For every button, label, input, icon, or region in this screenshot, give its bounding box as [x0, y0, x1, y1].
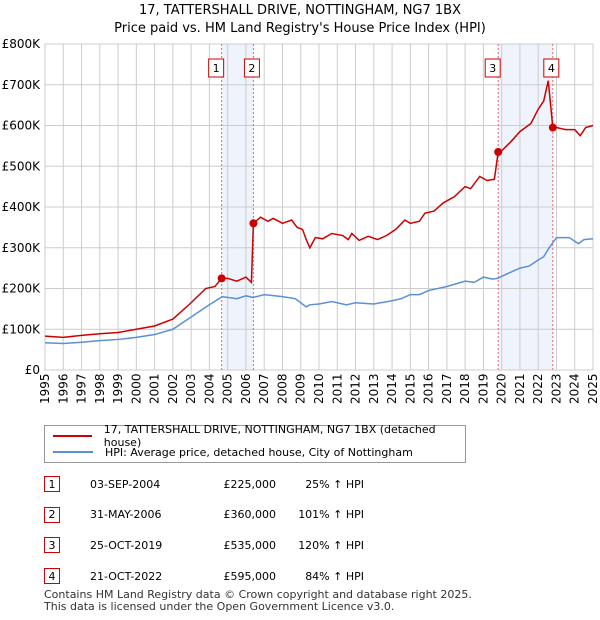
y-tick-label: £600K [2, 119, 42, 133]
x-tick-label: 2000 [129, 373, 143, 404]
x-tick-label: 2022 [531, 373, 545, 404]
sale-price: £360,000 [223, 508, 277, 522]
chart-title: 17, TATTERSHALL DRIVE, NOTTINGHAM, NG7 1… [139, 3, 461, 18]
x-tick-label: 2012 [349, 373, 363, 404]
x-tick-label: 2017 [440, 373, 454, 404]
legend-item-property: 17, TATTERSHALL DRIVE, NOTTINGHAM, NG7 1… [53, 423, 465, 449]
sale-number-badge: 2 [44, 506, 60, 523]
sale-point [548, 123, 557, 132]
x-tick-label: 2004 [202, 373, 216, 404]
x-tick-label: 2006 [239, 373, 253, 404]
x-tick-label: 2008 [275, 373, 289, 404]
x-tick-label: 1996 [56, 373, 70, 404]
footer-line: Contains HM Land Registry data © Crown c… [44, 588, 472, 601]
x-tick-label: 2024 [568, 373, 582, 404]
red-line-swatch [53, 435, 92, 437]
sale-date: 25-OCT-2019 [90, 538, 163, 552]
x-tick-label: 1997 [75, 373, 89, 404]
x-tick-label: 2003 [184, 373, 198, 404]
sale-date: 03-SEP-2004 [90, 477, 161, 491]
sale-label-box [208, 58, 225, 78]
sale-date: 31-MAY-2006 [90, 508, 162, 522]
y-tick-label: £400K [2, 200, 42, 214]
x-tick-label: 2007 [257, 373, 271, 404]
table-row: 2 31-MAY-2006 £360,000 101% ↑ HPI [44, 505, 364, 525]
sale-point [217, 274, 226, 283]
x-tick-label: 2025 [586, 373, 600, 404]
hpi-change: 120% ↑ HPI [298, 538, 364, 552]
y-tick-label: £800K [2, 37, 42, 51]
blue-line-swatch [53, 451, 93, 453]
sale-number-badge: 3 [44, 537, 60, 554]
legend: 17, TATTERSHALL DRIVE, NOTTINGHAM, NG7 1… [44, 423, 466, 463]
x-tick-label: 2009 [294, 373, 308, 404]
legend-label: 17, TATTERSHALL DRIVE, NOTTINGHAM, NG7 1… [103, 423, 436, 449]
sale-point [494, 147, 503, 156]
x-tick-label: 1999 [111, 373, 125, 404]
price-chart: 1995 1996 1997 1998 1999 2000 2001 2002 2003 2004… [2, 37, 600, 404]
hpi-change: 25% ↑ HPI [305, 477, 364, 491]
y-tick-label: £300K [2, 241, 42, 255]
sale-price: £225,000 [223, 477, 277, 491]
sale-price: £535,000 [223, 538, 277, 552]
sale-label-box [543, 58, 560, 78]
y-tick-label: £200K [2, 282, 42, 296]
sale-label: 2 [248, 62, 255, 75]
x-tick-label: 2023 [549, 373, 563, 404]
x-tick-label: 1995 [38, 373, 52, 404]
x-tick-label: 2021 [513, 373, 527, 404]
sale-label: 3 [489, 62, 496, 75]
x-tick-label: 2005 [221, 373, 235, 404]
sale-number-badge: 1 [44, 476, 60, 492]
x-tick-label: 2011 [330, 373, 344, 404]
table-row: 1 03-SEP-2004 £225,000 25% ↑ HPI [44, 474, 364, 494]
x-tick-label: 1998 [93, 373, 107, 404]
legend-label: HPI: Average price, detached house, City… [105, 445, 413, 459]
x-tick-label: 2001 [148, 373, 162, 404]
y-tick-label: £100K [2, 322, 42, 336]
footer: Contains HM Land Registry data © Crown c… [44, 589, 472, 613]
y-tick-label: £700K [2, 78, 42, 92]
sale-label: 4 [548, 62, 555, 75]
x-tick-label: 2002 [166, 373, 180, 404]
sale-number-badge: 4 [44, 568, 60, 585]
sale-label-box [243, 58, 260, 78]
sale-price: £595,000 [223, 569, 277, 583]
x-tick-label: 2015 [403, 373, 417, 404]
table-row: 4 21-OCT-2022 £595,000 84% ↑ HPI [44, 566, 364, 586]
x-tick-label: 2013 [367, 373, 381, 404]
x-tick-label: 2018 [458, 373, 472, 404]
plot-frame [44, 43, 594, 371]
sale-point [249, 219, 258, 228]
y-tick-label: £500K [2, 159, 42, 173]
sale-label-box [484, 58, 501, 78]
x-tick-label: 2020 [495, 373, 509, 404]
hpi-change: 84% ↑ HPI [305, 569, 364, 583]
table-row: 3 25-OCT-2019 £535,000 120% ↑ HPI [44, 535, 364, 555]
sale-date: 21-OCT-2022 [90, 569, 163, 583]
sale-label: 1 [213, 62, 220, 75]
x-tick-label: 2014 [385, 373, 399, 404]
series-line [44, 80, 594, 339]
footer-line: This data is licensed under the Open Gov… [44, 600, 395, 613]
series-line [44, 236, 594, 345]
x-tick-label: 2016 [422, 373, 436, 404]
hpi-change: 101% ↑ HPI [298, 508, 364, 522]
legend-item-hpi: HPI: Average price, detached house, City… [53, 444, 413, 460]
x-tick-label: 2019 [476, 373, 490, 404]
chart-subtitle: Price paid vs. HM Land Registry's House … [114, 21, 486, 36]
y-tick-label: £0 [25, 363, 40, 377]
x-tick-label: 2010 [312, 373, 326, 404]
